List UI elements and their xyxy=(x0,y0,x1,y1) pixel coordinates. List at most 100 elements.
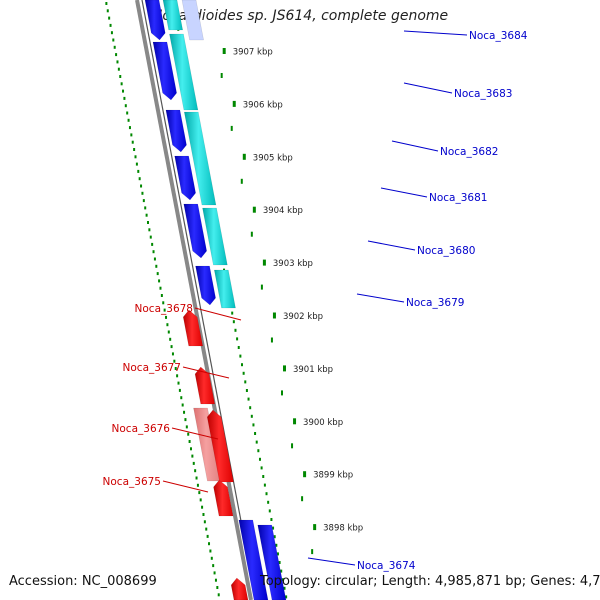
inner-dot-ring-dot xyxy=(163,308,166,312)
inner-dot-ring-dot xyxy=(178,388,181,392)
scale-tick-mark xyxy=(252,206,256,213)
inner-dot-ring-dot xyxy=(153,257,156,261)
gene-box-noca-3674-a xyxy=(238,519,269,600)
inner-dot-ring-dot xyxy=(159,286,162,290)
scale-tick-mark xyxy=(313,524,317,531)
scale-tick-label: 3902 kbp xyxy=(283,312,323,322)
scale-tick-label: 3904 kbp xyxy=(263,206,303,216)
scale-minor-tick xyxy=(270,337,273,343)
inner-dot-ring-dot xyxy=(180,396,183,400)
outer-dot-ring-dot xyxy=(237,346,240,349)
inner-dot-ring-dot xyxy=(194,469,197,473)
gene-box-red-bottom xyxy=(230,577,249,600)
inner-dot-ring-dot xyxy=(198,491,201,495)
scale-tick-mark xyxy=(222,48,226,54)
outer-dot-ring-dot xyxy=(276,552,279,556)
scale-tick-label: 3899 kbp xyxy=(313,471,353,481)
outer-dot-ring-dot xyxy=(249,406,252,410)
outer-dot-ring-dot xyxy=(258,457,261,461)
outer-dot-ring-dot xyxy=(278,561,281,564)
inner-dot-ring-dot xyxy=(210,556,213,560)
scale-minor-tick xyxy=(220,73,223,78)
inner-dot-ring-dot xyxy=(199,498,202,502)
outer-dot-ring-dot xyxy=(254,432,257,435)
gene-label-forward: Noca_3681 xyxy=(429,192,487,204)
gene-label-forward: Noca_3680 xyxy=(417,245,475,257)
gene-leader-line xyxy=(171,427,219,440)
inner-dot-ring-dot xyxy=(173,359,176,363)
inner-dot-ring-dot xyxy=(135,162,138,166)
accession-text: Accession: NC_008699 xyxy=(9,574,157,589)
inner-dot-ring-dot xyxy=(202,513,205,516)
map-title: Nocardioides sp. JS614, complete genome xyxy=(151,8,449,24)
gene-box-noca-3678 xyxy=(182,309,204,347)
inner-dot-ring-dot xyxy=(176,374,179,378)
gene-box-cyan-5 xyxy=(213,269,236,309)
inner-dot-ring-dot xyxy=(174,367,177,370)
outer-dot-ring-dot xyxy=(245,389,248,392)
gene-box-cyan-1 xyxy=(162,0,184,31)
gene-leader-line xyxy=(403,82,453,94)
inner-dot-ring-dot xyxy=(117,67,120,71)
inner-dot-ring-dot xyxy=(142,199,145,203)
inner-dot-ring-dot xyxy=(146,221,149,224)
gene-box-cyan-3 xyxy=(183,111,217,206)
inner-dot-ring-dot xyxy=(137,169,140,173)
scale-minor-tick xyxy=(280,390,283,396)
inner-dot-ring-dot xyxy=(149,235,152,239)
scale-tick-mark xyxy=(262,259,266,266)
gene-label-reverse: Noca_3677 xyxy=(123,362,181,374)
scale-tick-label: 3906 kbp xyxy=(243,100,283,110)
scale-tick-label: 3898 kbp xyxy=(323,524,363,534)
gene-box-noca-3680 xyxy=(183,203,207,259)
inner-dot-ring-dot xyxy=(120,82,123,86)
gene-box-noca-3681 xyxy=(174,155,196,201)
inner-dot-ring-dot xyxy=(124,104,127,108)
inner-dot-ring-dot xyxy=(115,53,118,57)
inner-dot-ring-dot xyxy=(160,294,163,297)
scale-tick-mark xyxy=(272,312,276,319)
gene-box-noca-3683 xyxy=(152,41,177,101)
inner-dot-ring-dot xyxy=(116,60,119,64)
inner-dot-ring-dot xyxy=(184,418,187,422)
inner-dot-ring-dot xyxy=(192,461,195,465)
inner-dot-ring-dot xyxy=(144,206,147,210)
inner-dot-ring-dot xyxy=(196,483,199,487)
scale-tick-mark xyxy=(232,100,236,107)
outer-dot-ring-dot xyxy=(252,423,255,427)
outer-dot-ring-dot xyxy=(280,569,283,573)
outer-dot-ring-dot xyxy=(231,311,234,315)
scale-minor-tick xyxy=(250,231,253,237)
inner-dot-ring-dot xyxy=(212,564,215,568)
outer-dot-ring-dot xyxy=(255,440,258,444)
inner-dot-ring-dot xyxy=(148,228,151,232)
outer-dot-ring-dot xyxy=(236,337,239,341)
gene-leader-line xyxy=(162,480,209,493)
inner-dot-ring-dot xyxy=(113,45,116,49)
inner-dot-ring-dot xyxy=(131,140,134,144)
inner-dot-ring-dot xyxy=(133,148,136,151)
inner-dot-ring-dot xyxy=(127,118,130,122)
gene-label-reverse: Noca_3675 xyxy=(103,476,161,488)
inner-dot-ring-dot xyxy=(201,505,204,509)
inner-dot-ring-dot xyxy=(185,425,188,429)
outer-dot-ring-dot xyxy=(244,380,247,384)
scale-minor-tick xyxy=(260,284,263,290)
inner-dot-ring-dot xyxy=(140,184,143,188)
inner-dot-ring-dot xyxy=(138,177,141,181)
inner-dot-ring-dot xyxy=(216,586,219,589)
scale-tick-mark xyxy=(242,153,246,160)
scale-tick-label: 3905 kbp xyxy=(253,153,293,163)
inner-dot-ring-dot xyxy=(213,571,216,575)
gene-box-cyan-2 xyxy=(169,33,199,111)
inner-dot-ring-dot xyxy=(162,301,165,305)
gene-leader-line xyxy=(367,240,416,251)
outer-dot-ring-dot xyxy=(285,595,288,599)
genome-backbone-edge xyxy=(141,0,257,600)
scale-tick-label: 3901 kbp xyxy=(293,365,333,375)
outer-dot-ring-dot xyxy=(232,320,235,324)
inner-dot-ring-dot xyxy=(208,542,211,546)
gene-label-forward: Noca_3674 xyxy=(357,560,416,572)
inner-dot-ring-dot xyxy=(181,403,184,407)
scale-minor-tick xyxy=(291,443,294,449)
